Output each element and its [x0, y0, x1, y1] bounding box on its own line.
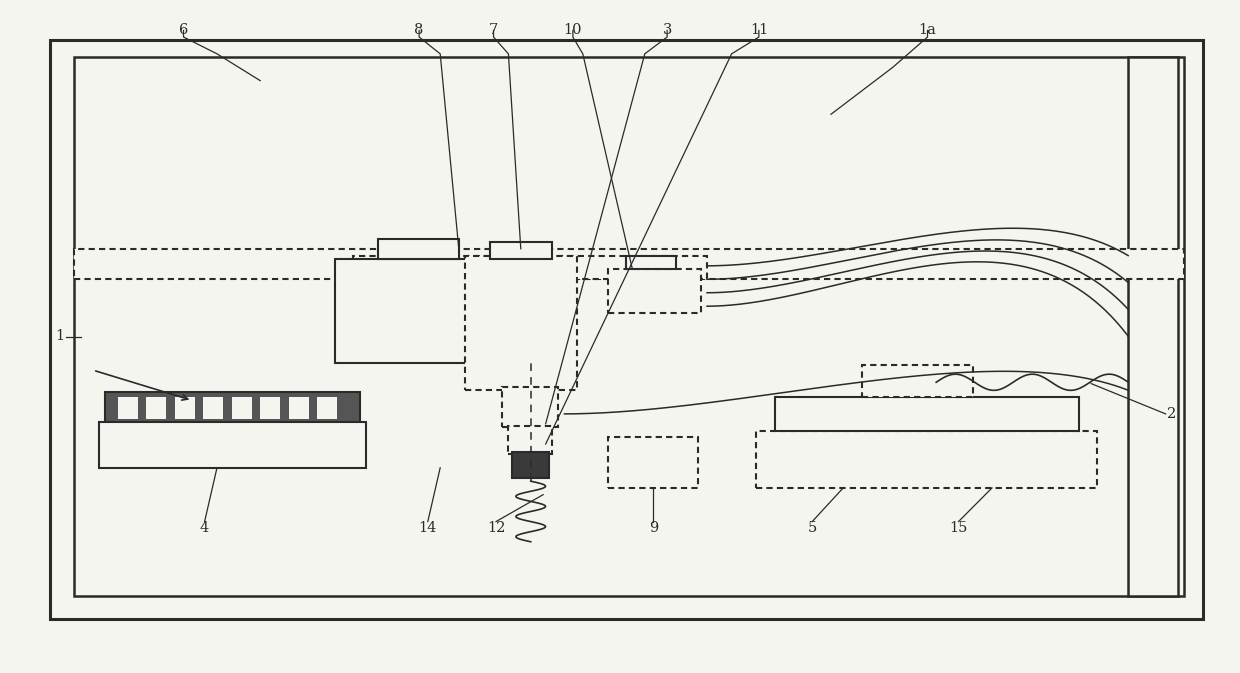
Bar — [608, 437, 698, 488]
Bar — [289, 397, 309, 419]
Bar — [146, 397, 166, 419]
Text: 12: 12 — [487, 522, 505, 535]
Text: 1: 1 — [55, 330, 64, 343]
Bar — [490, 242, 552, 259]
Text: 14: 14 — [419, 522, 436, 535]
Text: 6: 6 — [179, 24, 188, 37]
Bar — [99, 422, 366, 468]
Bar — [74, 57, 1184, 596]
Text: 9: 9 — [649, 522, 658, 535]
Bar — [608, 269, 701, 313]
Text: 15: 15 — [950, 522, 967, 535]
Bar — [118, 397, 138, 419]
Bar — [105, 392, 360, 424]
Text: 2: 2 — [1167, 407, 1177, 421]
Bar — [756, 431, 1097, 488]
Bar — [502, 387, 558, 427]
Bar — [260, 397, 280, 419]
Bar — [626, 256, 676, 269]
Bar — [378, 239, 459, 259]
Bar — [175, 397, 195, 419]
Text: 5: 5 — [807, 522, 817, 535]
Text: 7: 7 — [489, 24, 498, 37]
Text: 11: 11 — [750, 24, 768, 37]
Bar — [203, 397, 223, 419]
Bar — [862, 365, 973, 397]
Bar — [353, 256, 707, 279]
Text: 4: 4 — [200, 522, 210, 535]
Bar — [508, 426, 552, 454]
Bar — [74, 249, 1184, 279]
Bar — [232, 397, 252, 419]
Text: 1a: 1a — [919, 24, 936, 37]
Bar — [465, 256, 577, 390]
Bar — [335, 259, 502, 363]
Bar — [512, 452, 549, 478]
Text: 10: 10 — [564, 24, 582, 37]
Bar — [1128, 57, 1178, 596]
Bar — [50, 40, 1203, 619]
Text: 3: 3 — [662, 24, 672, 37]
Bar — [775, 397, 1079, 431]
Text: 8: 8 — [414, 24, 424, 37]
Bar — [317, 397, 337, 419]
